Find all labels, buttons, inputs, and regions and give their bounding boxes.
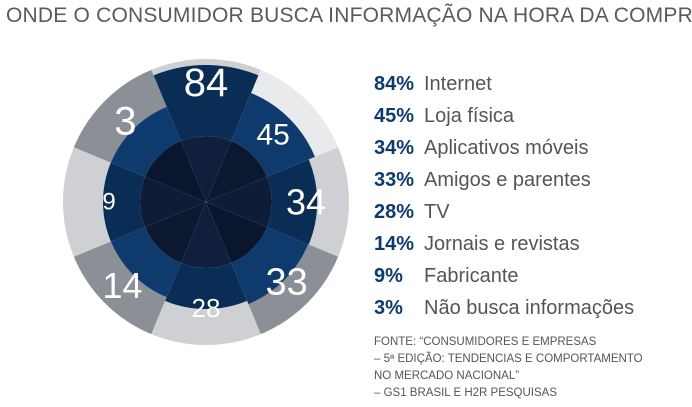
value-label: 3	[114, 99, 136, 143]
legend-item: 28% TV	[374, 198, 634, 230]
chart-title: ONDE O CONSUMIDOR BUSCA INFORMAÇÃO NA HO…	[6, 4, 692, 27]
outer-band-sector	[73, 241, 167, 335]
legend-item: 9% Fabricante	[374, 262, 634, 294]
legend-label: Internet	[424, 73, 492, 95]
value-label: 28	[192, 293, 221, 323]
value-sector	[266, 159, 318, 245]
legend-percent: 14%	[374, 233, 415, 255]
value-label: 9	[102, 189, 115, 216]
legend-item: 45% Loja física	[374, 102, 634, 134]
legend-percent: 84%	[374, 73, 415, 95]
legend-percent: 34%	[374, 137, 415, 159]
outer-band-sector	[62, 147, 111, 257]
source-line: – 5ª EDIÇÃO: TENDENCIAS E COMPORTAMENTO	[374, 353, 643, 365]
legend-label: Não busca informações	[424, 297, 635, 319]
legend-label: Amigos e parentes	[424, 169, 591, 191]
source-line: – GS1 BRASIL E H2R PESQUISAS	[374, 387, 558, 399]
outer-band-sector	[245, 241, 339, 335]
legend-item: 3% Não busca informações	[374, 294, 634, 326]
core-sector	[140, 176, 206, 228]
source-note: FONTE: “CONSUMIDORES E EMPRESAS – 5ª EDI…	[374, 334, 643, 402]
core-sector	[206, 176, 272, 228]
value-label: 33	[265, 262, 307, 304]
legend-item: 14% Jornais e revistas	[374, 230, 634, 262]
outer-band-sector	[245, 69, 339, 163]
legend-label: Jornais e revistas	[424, 233, 580, 255]
legend: 84% Internet 45% Loja física 34% Aplicativos …	[374, 70, 634, 326]
value-sector	[153, 65, 259, 142]
value-sector	[231, 227, 309, 305]
legend-percent: 3%	[374, 297, 403, 319]
legend-item: 33% Amigos e parentes	[374, 166, 634, 198]
legend-item: 84% Internet	[374, 70, 634, 102]
value-sector	[110, 227, 181, 298]
legend-percent: 28%	[374, 201, 415, 223]
core-sector	[145, 141, 206, 202]
legend-percent: 9%	[374, 265, 403, 287]
legend-label: Loja física	[424, 105, 515, 127]
value-label: 45	[256, 118, 289, 151]
value-label: 34	[286, 182, 326, 223]
core-sector	[206, 141, 267, 202]
core-sector	[180, 202, 232, 268]
legend-item: 34% Aplicativos móveis	[374, 134, 634, 166]
core-sector	[180, 136, 232, 202]
source-line: NO MERCADO NACIONAL”	[374, 370, 520, 382]
value-sector	[165, 262, 247, 309]
legend-label: Aplicativos móveis	[424, 137, 589, 159]
core-sector	[206, 202, 267, 263]
outer-band-sector	[73, 69, 167, 163]
core-sector	[145, 202, 206, 263]
outer-band-sector	[151, 297, 261, 345]
legend-percent: 45%	[374, 105, 415, 127]
value-label: 84	[184, 61, 229, 105]
legend-percent: 33%	[374, 169, 415, 191]
value-sector	[231, 93, 315, 177]
value-label: 14	[103, 265, 143, 306]
source-line: FONTE: “CONSUMIDORES E EMPRESAS	[374, 336, 597, 348]
legend-label: TV	[424, 201, 450, 223]
value-sector	[103, 162, 146, 242]
value-sector	[110, 106, 181, 177]
legend-label: Fabricante	[424, 265, 519, 287]
